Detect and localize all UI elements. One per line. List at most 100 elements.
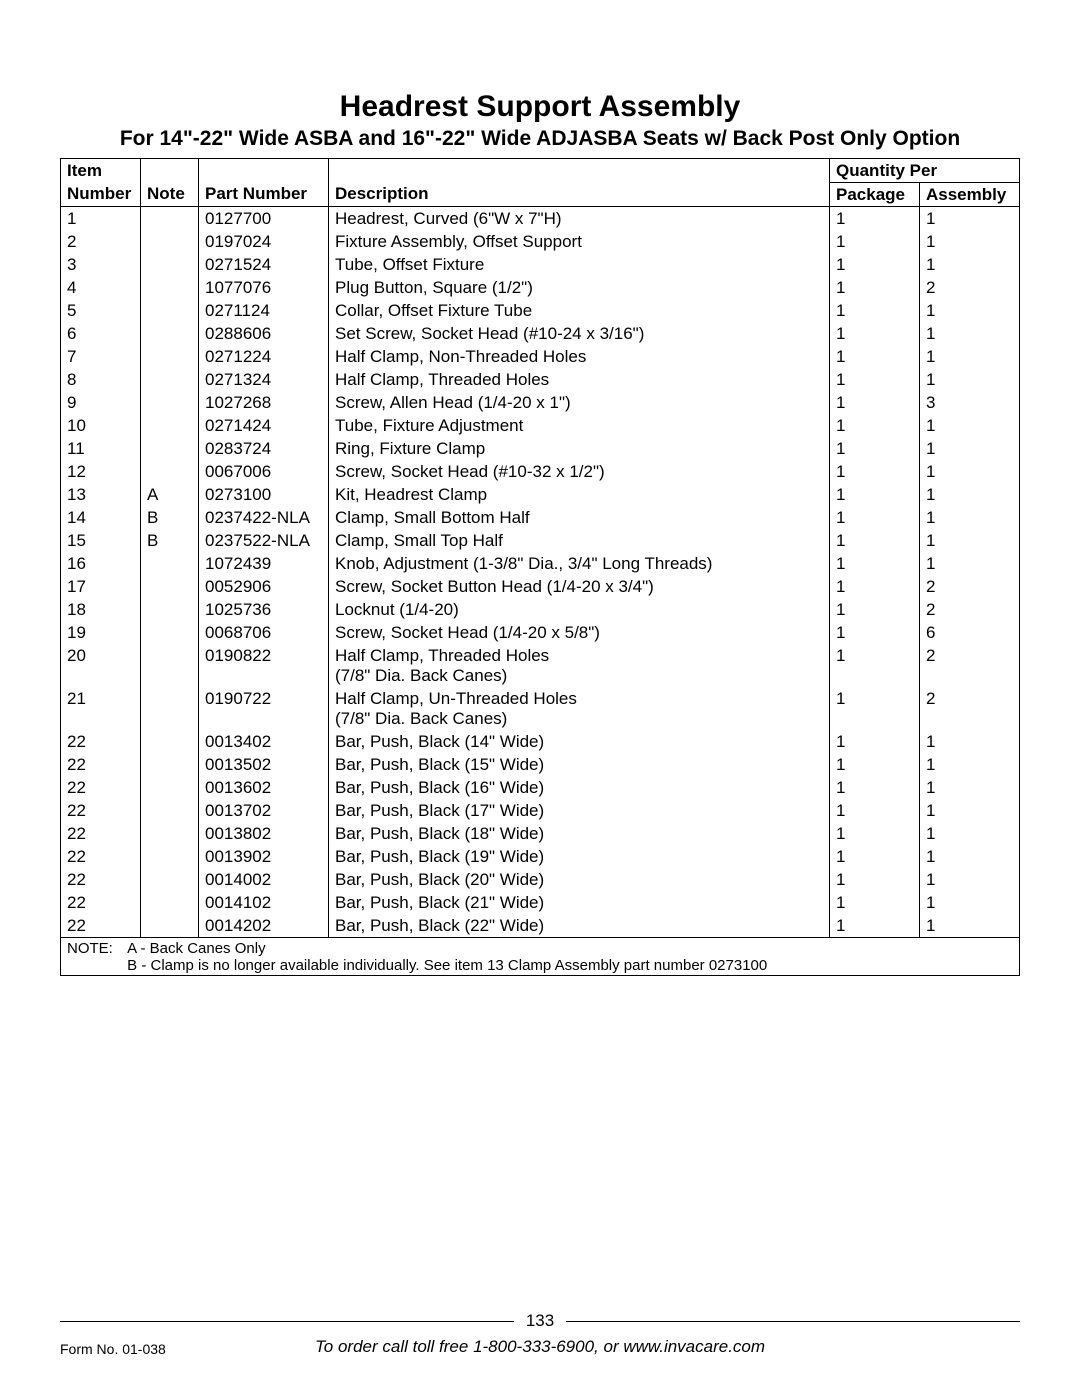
- table-cell: 11: [61, 437, 141, 460]
- footer-rule-right: [566, 1321, 1020, 1322]
- table-cell: Bar, Push, Black (17" Wide): [329, 799, 830, 822]
- col-note: Note: [141, 183, 199, 207]
- document-page: Headrest Support Assembly For 14"-22" Wi…: [0, 0, 1080, 1397]
- table-cell: 0014002: [199, 868, 329, 891]
- table-cell: Knob, Adjustment (1-3/8" Dia., 3/4" Long…: [329, 552, 830, 575]
- table-cell: [141, 644, 199, 687]
- table-cell: 12: [61, 460, 141, 483]
- table-cell: Collar, Offset Fixture Tube: [329, 299, 830, 322]
- table-cell: [141, 368, 199, 391]
- table-cell: 8: [61, 368, 141, 391]
- table-row: 220013702Bar, Push, Black (17" Wide)11: [61, 799, 1020, 822]
- table-row: 20197024Fixture Assembly, Offset Support…: [61, 230, 1020, 253]
- table-cell: 1: [920, 368, 1020, 391]
- notes-label: NOTE:: [67, 940, 123, 957]
- table-cell: 14: [61, 506, 141, 529]
- table-cell: [141, 460, 199, 483]
- table-header: Item Quantity Per Number Note Part Numbe…: [61, 159, 1020, 207]
- table-cell: 1: [830, 207, 920, 231]
- table-row: 190068706Screw, Socket Head (1/4-20 x 5/…: [61, 621, 1020, 644]
- table-cell: 1: [830, 753, 920, 776]
- table-cell: 5: [61, 299, 141, 322]
- table-cell: 13: [61, 483, 141, 506]
- table-cell: 16: [61, 552, 141, 575]
- table-cell: 1: [830, 506, 920, 529]
- table-cell: [141, 687, 199, 730]
- table-cell: 2: [920, 644, 1020, 687]
- table-cell: 1: [830, 253, 920, 276]
- table-cell: 1: [830, 552, 920, 575]
- page-footer: 133 Form No. 01-038 To order call toll f…: [60, 1311, 1020, 1357]
- table-cell: [141, 391, 199, 414]
- table-row: 220014102Bar, Push, Black (21" Wide)11: [61, 891, 1020, 914]
- table-cell: [141, 437, 199, 460]
- table-row: 70271224Half Clamp, Non-Threaded Holes11: [61, 345, 1020, 368]
- table-cell: Clamp, Small Top Half: [329, 529, 830, 552]
- table-cell: 1: [920, 322, 1020, 345]
- table-cell: 2: [61, 230, 141, 253]
- table-cell: [141, 299, 199, 322]
- table-cell: Half Clamp, Threaded Holes: [329, 368, 830, 391]
- table-cell: 2: [920, 575, 1020, 598]
- table-cell: 0068706: [199, 621, 329, 644]
- table-cell: 0190822: [199, 644, 329, 687]
- table-cell: 1: [920, 730, 1020, 753]
- table-cell: 1: [830, 621, 920, 644]
- table-cell: 0271324: [199, 368, 329, 391]
- table-cell: 1077076: [199, 276, 329, 299]
- table-cell: B: [141, 506, 199, 529]
- table-cell: 1: [920, 253, 1020, 276]
- parts-table: Item Quantity Per Number Note Part Numbe…: [60, 158, 1020, 976]
- table-cell: 1: [920, 822, 1020, 845]
- table-cell: 1072439: [199, 552, 329, 575]
- table-row: 100271424Tube, Fixture Adjustment11: [61, 414, 1020, 437]
- table-cell: Bar, Push, Black (21" Wide): [329, 891, 830, 914]
- table-cell: 1: [920, 914, 1020, 938]
- table-row: 14B0237422-NLAClamp, Small Bottom Half11: [61, 506, 1020, 529]
- table-row: 15B0237522-NLAClamp, Small Top Half11: [61, 529, 1020, 552]
- table-cell: 1: [830, 799, 920, 822]
- table-cell: 22: [61, 868, 141, 891]
- table-cell: [141, 730, 199, 753]
- table-cell: 1: [920, 529, 1020, 552]
- table-cell: Locknut (1/4-20): [329, 598, 830, 621]
- table-row: 50271124Collar, Offset Fixture Tube11: [61, 299, 1020, 322]
- table-cell: 1027268: [199, 391, 329, 414]
- table-cell: 1: [61, 207, 141, 231]
- table-row: 220013402Bar, Push, Black (14" Wide)11: [61, 730, 1020, 753]
- table-cell: Tube, Fixture Adjustment: [329, 414, 830, 437]
- page-number: 133: [526, 1311, 554, 1331]
- table-cell: Kit, Headrest Clamp: [329, 483, 830, 506]
- table-cell: 0197024: [199, 230, 329, 253]
- table-cell: 1: [830, 644, 920, 687]
- table-cell: 22: [61, 845, 141, 868]
- table-cell: 0013502: [199, 753, 329, 776]
- table-cell: 0271424: [199, 414, 329, 437]
- table-cell: 0271124: [199, 299, 329, 322]
- table-cell: Half Clamp, Un-Threaded Holes(7/8" Dia. …: [329, 687, 830, 730]
- table-row: 120067006Screw, Socket Head (#10-32 x 1/…: [61, 460, 1020, 483]
- table-cell: 2: [920, 276, 1020, 299]
- table-cell: [141, 845, 199, 868]
- table-cell: Plug Button, Square (1/2"): [329, 276, 830, 299]
- table-cell: 1: [830, 460, 920, 483]
- order-line: To order call toll free 1-800-333-6900, …: [60, 1337, 1020, 1357]
- table-cell: 2: [920, 687, 1020, 730]
- table-cell: [141, 776, 199, 799]
- table-cell: Bar, Push, Black (20" Wide): [329, 868, 830, 891]
- table-cell: [141, 253, 199, 276]
- table-cell: 6: [61, 322, 141, 345]
- table-cell: [141, 891, 199, 914]
- table-cell: 0013702: [199, 799, 329, 822]
- table-cell: 0013602: [199, 776, 329, 799]
- table-row: 170052906Screw, Socket Button Head (1/4-…: [61, 575, 1020, 598]
- table-cell: 0190722: [199, 687, 329, 730]
- table-cell: 1: [830, 891, 920, 914]
- table-cell: 1: [830, 845, 920, 868]
- table-row: 13A0273100Kit, Headrest Clamp11: [61, 483, 1020, 506]
- table-cell: Half Clamp, Non-Threaded Holes: [329, 345, 830, 368]
- table-cell: 1: [830, 437, 920, 460]
- table-cell: [141, 914, 199, 938]
- col-item-top: Item: [61, 159, 141, 183]
- table-cell: 1: [830, 414, 920, 437]
